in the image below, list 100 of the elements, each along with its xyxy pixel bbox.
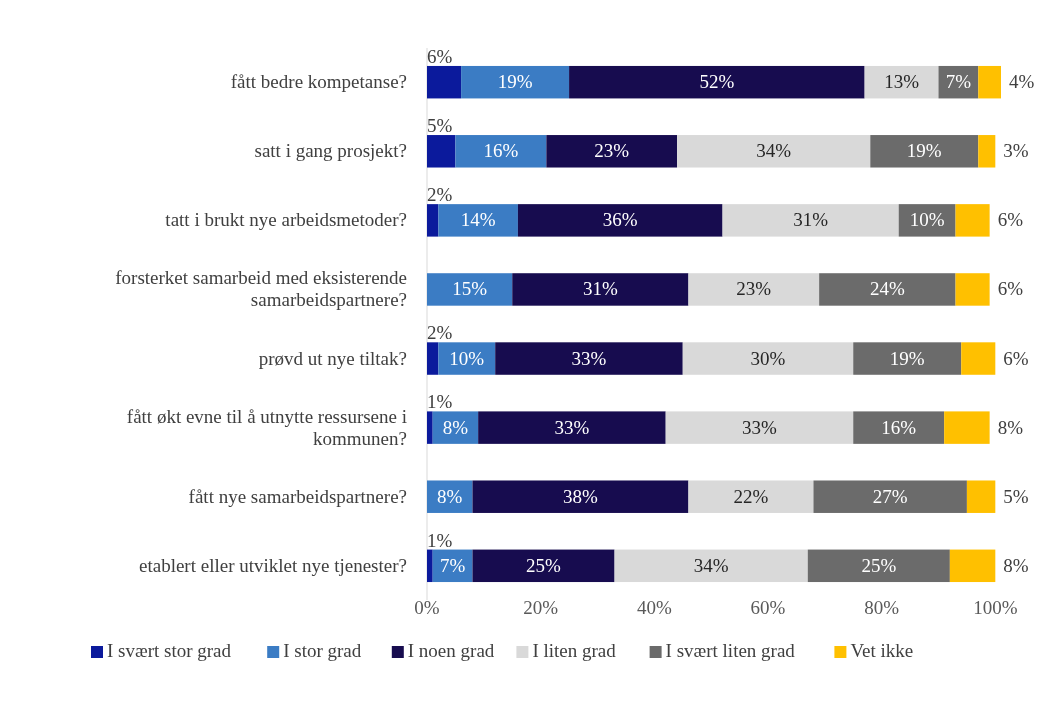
bar (819, 273, 956, 306)
bar (870, 135, 979, 168)
data-label: 19% (497, 71, 533, 93)
bar (955, 204, 990, 237)
legend-label: I liten grad (532, 640, 617, 661)
data-label: 36% (602, 209, 638, 231)
data-label: 19% (889, 347, 925, 369)
bar (665, 411, 854, 444)
legend-label: Vet ikke (850, 640, 914, 661)
y-tick-label: tatt i brukt nye arbeidsmetoder? (165, 209, 407, 231)
bar (898, 204, 956, 237)
bar (961, 342, 996, 375)
data-label: 7% (945, 71, 972, 93)
data-label: 30% (750, 347, 786, 369)
data-label: 34% (756, 140, 792, 162)
data-label: 34% (693, 554, 729, 576)
bar (472, 549, 615, 583)
data-label: 8% (1003, 554, 1029, 576)
bar (853, 342, 962, 375)
bar (978, 65, 1001, 99)
data-label: 8% (442, 416, 469, 438)
bar (495, 342, 683, 375)
y-tick-label: prøvd ut nye tiltak? (258, 347, 407, 369)
bar (688, 273, 820, 306)
data-label: 19% (906, 140, 942, 162)
bar (966, 480, 996, 513)
data-label: 27% (872, 485, 908, 507)
data-label: 52% (699, 71, 735, 93)
bar (949, 549, 996, 583)
y-tick-label: fått nye samarbeidspartnere? (188, 485, 407, 507)
data-label: 5% (1003, 485, 1029, 507)
data-label: 13% (884, 71, 920, 93)
legend-label: I stor grad (283, 640, 362, 661)
x-tick-label: 100% (973, 597, 1018, 618)
bar (512, 273, 689, 306)
bar (688, 480, 814, 513)
data-label: 15% (452, 278, 488, 300)
bar (427, 411, 433, 444)
y-tick-label: fått økt evne til å utnytte ressursene i kommunen? (126, 405, 407, 449)
data-label: 22% (733, 485, 769, 507)
data-label: 8% (437, 485, 463, 507)
bar (955, 273, 990, 306)
data-label: 33% (554, 416, 590, 438)
data-label: 2% (427, 322, 453, 344)
data-label: 10% (909, 209, 945, 231)
data-label: 25% (526, 554, 562, 576)
data-label: 4% (1009, 71, 1035, 93)
data-label: 24% (869, 278, 905, 300)
data-label: 8% (997, 416, 1024, 438)
data-label: 6% (997, 209, 1024, 231)
x-tick-label: 60% (750, 597, 786, 618)
bar (614, 549, 808, 583)
bar (427, 273, 513, 306)
legend-label: I svært liten grad (665, 640, 796, 661)
y-tick-label: forsterket samarbeid med eksisterende samarbeidspartnere? (115, 267, 407, 311)
x-tick-label: 0% (414, 597, 440, 618)
data-label: 16% (483, 140, 519, 162)
y-tick-label: satt i gang prosjekt? (254, 140, 407, 162)
bar (517, 204, 723, 237)
bar (569, 65, 865, 99)
bar (438, 342, 496, 375)
legend-label: I noen grad (407, 640, 495, 661)
bar (427, 135, 456, 168)
bar (427, 65, 462, 99)
data-label: 33% (742, 416, 778, 438)
bar (478, 411, 666, 444)
data-label: 16% (881, 416, 917, 438)
data-label: 33% (571, 347, 607, 369)
bar (455, 135, 547, 168)
data-label: 14% (460, 209, 496, 231)
bar (472, 480, 689, 513)
data-label: 10% (449, 347, 485, 369)
data-label: 6% (997, 278, 1024, 300)
bar (427, 549, 433, 583)
data-label: 3% (1003, 140, 1029, 162)
legend-label: I svært stor grad (107, 640, 232, 661)
bar (427, 204, 439, 237)
x-tick-label: 80% (864, 597, 900, 618)
y-tick-label: etablert eller utviklet nye tjenester? (139, 554, 407, 576)
bar (722, 204, 899, 237)
bar (807, 549, 950, 583)
data-label: 1% (427, 391, 453, 413)
bar (546, 135, 678, 168)
data-label: 6% (1003, 347, 1029, 369)
data-label: 23% (736, 278, 772, 300)
bar (853, 411, 945, 444)
data-label: 25% (861, 554, 897, 576)
data-label: 38% (563, 485, 599, 507)
bar (461, 65, 570, 99)
y-tick-label: fått bedre kompetanse? (230, 71, 407, 93)
data-label: 6% (427, 45, 453, 67)
data-label: 31% (793, 209, 829, 231)
bar (813, 480, 967, 513)
bar (438, 204, 518, 237)
bar (978, 135, 996, 168)
data-label: 31% (582, 278, 618, 300)
x-tick-label: 40% (636, 597, 672, 618)
data-label: 2% (427, 184, 453, 206)
bar (427, 342, 439, 375)
x-tick-label: 20% (523, 597, 559, 618)
